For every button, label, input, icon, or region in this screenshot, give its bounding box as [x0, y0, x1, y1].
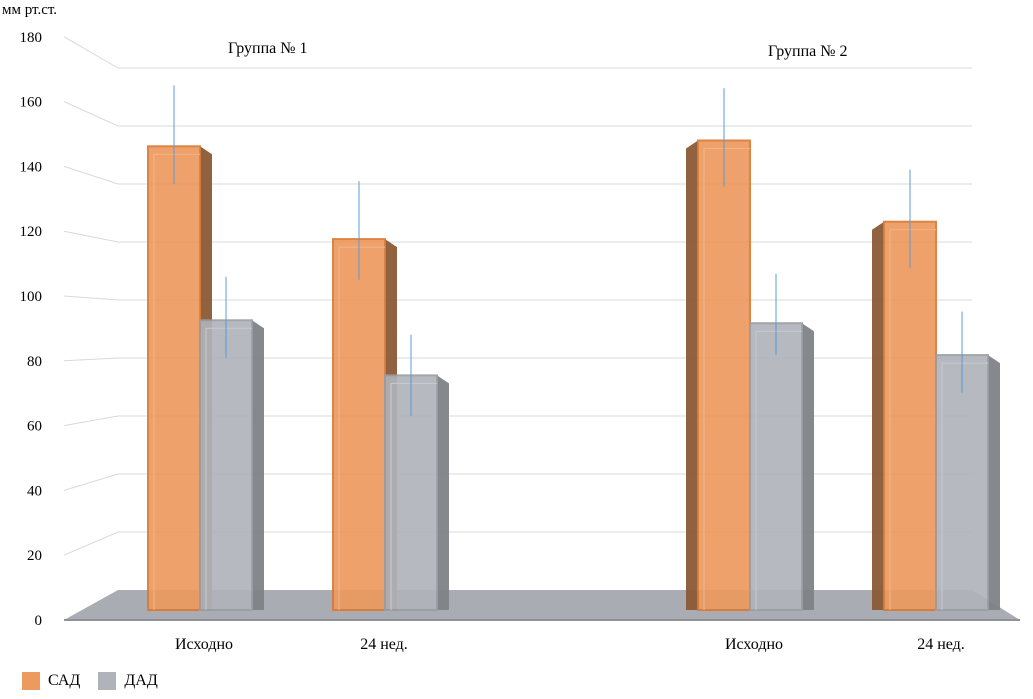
bar-inner-edge	[153, 153, 200, 610]
y-tick-label: 80	[27, 354, 42, 370]
bar-side	[686, 140, 698, 610]
y-tick-label: 100	[20, 289, 43, 305]
bar-dad	[749, 322, 803, 611]
x-category-labels: Исходно 24 нед. Исходно 24 нед.	[175, 636, 965, 653]
legend-item-dad: ДАД	[98, 672, 158, 690]
bar-dad	[199, 319, 253, 611]
legend: САД ДАД	[22, 672, 176, 690]
y-tick-label: 20	[27, 548, 42, 564]
y-axis-label: мм рт.ст.	[2, 2, 57, 18]
error-bars	[173, 85, 963, 416]
bar-dad	[935, 354, 989, 611]
y-tick-label: 160	[20, 95, 43, 111]
bar-sad	[332, 238, 386, 611]
y-tick-label: 120	[20, 224, 43, 240]
group-label-2: Группа № 2	[768, 43, 848, 60]
bar-inner-edge	[889, 229, 936, 610]
bar-inner-edge	[755, 330, 802, 610]
bars	[147, 139, 1000, 612]
y-tick-label: 140	[20, 159, 43, 175]
gridline	[63, 101, 972, 127]
gridlines	[63, 36, 972, 556]
bar-sad	[147, 145, 201, 612]
bar-side	[437, 375, 449, 610]
y-tick-label: 180	[20, 30, 43, 46]
y-tick-label: 40	[27, 483, 42, 499]
x-category-label: Исходно	[175, 636, 233, 653]
bar-side	[872, 221, 884, 610]
bar-inner-edge	[703, 148, 750, 610]
legend-label-sad: САД	[48, 672, 81, 689]
group-label-1: Группа № 1	[228, 40, 308, 57]
bar-side	[802, 323, 814, 610]
bar-inner-edge	[390, 382, 437, 610]
bar-side	[988, 355, 1000, 610]
bar-inner-edge	[338, 246, 385, 610]
legend-swatch-dad	[98, 672, 117, 690]
bar-sad	[697, 139, 751, 611]
bar-inner-edge	[205, 327, 252, 610]
y-tick-label: 60	[27, 419, 42, 435]
gridline	[63, 36, 972, 69]
legend-swatch-sad	[22, 672, 40, 690]
bar-sad	[883, 220, 937, 611]
x-category-label: 24 нед.	[360, 636, 408, 653]
legend-label-dad: ДАД	[124, 672, 158, 689]
y-tick-labels: 0 20 40 60 80 100 120 140 160 180	[20, 30, 43, 629]
bar-side	[252, 320, 264, 610]
y-tick-label: 0	[35, 613, 43, 629]
x-category-label: 24 нед.	[917, 636, 965, 653]
bar-inner-edge	[941, 362, 988, 610]
x-category-label: Исходно	[725, 636, 783, 653]
legend-item-sad: САД	[22, 672, 80, 690]
